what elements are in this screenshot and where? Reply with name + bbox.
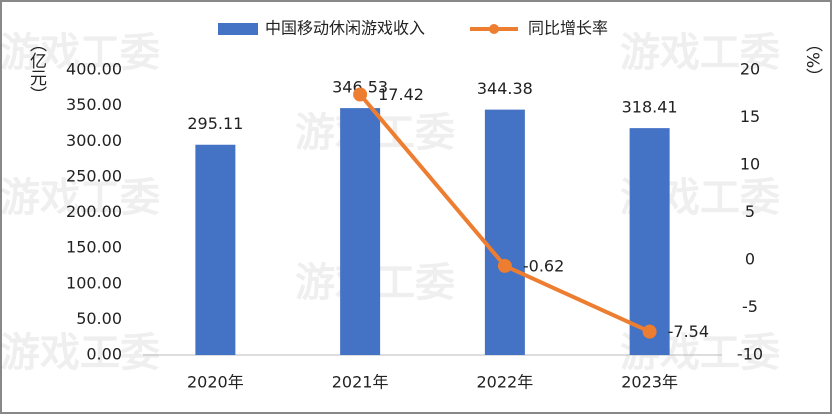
data-label: 318.41 — [622, 98, 678, 117]
y2-tick-label: -10 — [737, 345, 763, 364]
watermark: 游戏工委 — [0, 330, 160, 376]
legend-label: 同比增长率 — [528, 19, 608, 38]
y2-axis-title: （%） — [802, 35, 823, 85]
x-tick-label: 2022年 — [477, 373, 534, 392]
legend-label: 中国移动休闲游戏收入 — [265, 19, 425, 38]
y-tick-label: 150.00 — [66, 238, 122, 257]
data-label: -0.62 — [523, 256, 564, 275]
bar — [340, 108, 381, 355]
y2-tick-label: -5 — [742, 297, 758, 316]
y-tick-label: 100.00 — [66, 273, 122, 292]
x-tick-label: 2023年 — [621, 373, 678, 392]
y2-tick-label: 15 — [740, 107, 760, 126]
line-point — [353, 87, 368, 102]
y-tick-label: 50.00 — [76, 309, 122, 328]
line-point — [642, 324, 657, 339]
data-label: 344.38 — [477, 79, 533, 98]
data-label: 346.53 — [332, 78, 388, 97]
data-label: -7.54 — [668, 322, 709, 341]
y2-tick-label: 10 — [740, 155, 760, 174]
bar — [629, 128, 670, 355]
y2-tick-label: 5 — [745, 202, 755, 221]
y2-tick-label: 20 — [740, 60, 760, 79]
y-tick-label: 300.00 — [66, 131, 122, 150]
bar — [484, 109, 525, 356]
x-tick-label: 2020年 — [187, 373, 244, 392]
data-label: 17.42 — [378, 85, 424, 104]
y-tick-label: 400.00 — [66, 60, 122, 79]
legend-swatch — [218, 23, 258, 35]
y2-tick-label: 0 — [745, 250, 755, 269]
y-tick-label: 0.00 — [86, 345, 122, 364]
watermark: 游戏工委 — [0, 175, 160, 221]
x-tick-label: 2021年 — [332, 373, 389, 392]
watermarks: 游戏工委 游戏工委 游戏工委 游戏工委 游戏工委 游戏工委 游戏工委 游戏工委 — [0, 30, 780, 376]
bar — [195, 144, 236, 355]
line-point — [497, 258, 512, 273]
legend-swatch — [489, 24, 499, 34]
watermark: 游戏工委 — [0, 30, 160, 76]
watermark: 游戏工委 — [620, 30, 780, 76]
data-label: 295.11 — [187, 114, 243, 133]
y-axis-title: （亿元） — [26, 35, 47, 103]
y-tick-label: 250.00 — [66, 166, 122, 185]
y-tick-label: 350.00 — [66, 95, 122, 114]
y-tick-label: 200.00 — [66, 202, 122, 221]
